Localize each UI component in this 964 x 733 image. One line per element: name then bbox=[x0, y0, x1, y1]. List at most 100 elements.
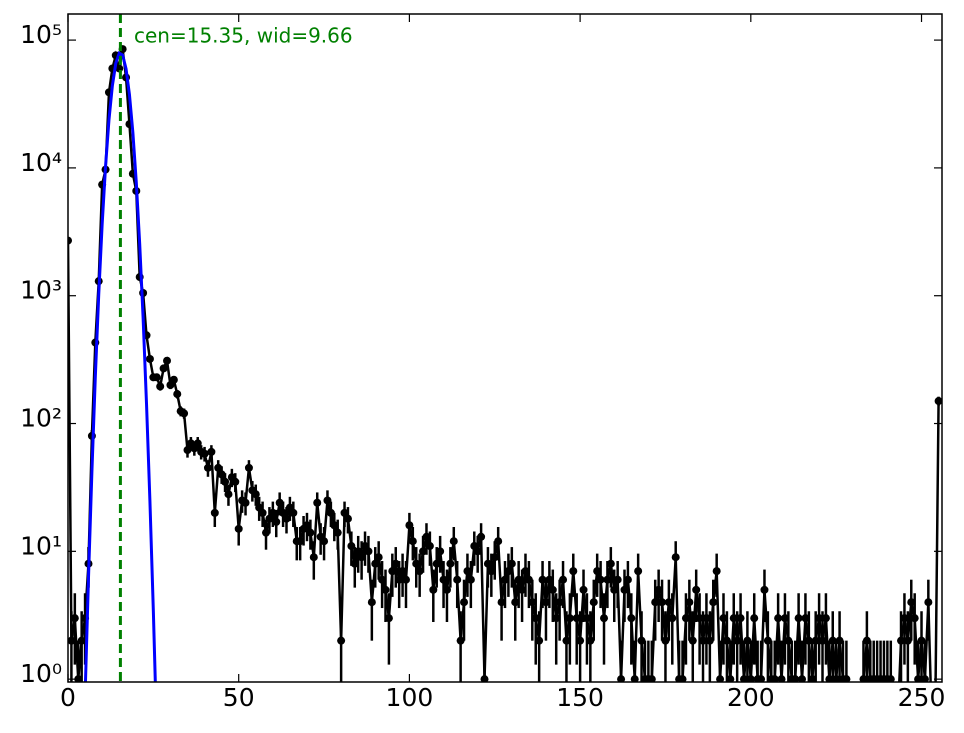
data-point bbox=[620, 585, 629, 594]
x-tick-label: 50 bbox=[223, 683, 255, 712]
data-point bbox=[821, 614, 830, 623]
data-point bbox=[507, 559, 516, 568]
data-point bbox=[350, 559, 359, 568]
data-point bbox=[862, 636, 871, 645]
data-point bbox=[664, 598, 673, 607]
data-point bbox=[183, 446, 192, 455]
data-point bbox=[504, 567, 513, 576]
data-point bbox=[436, 547, 445, 556]
data-point bbox=[388, 567, 397, 576]
data-point bbox=[794, 614, 803, 623]
data-point bbox=[68, 236, 72, 245]
data-point bbox=[702, 614, 711, 623]
data-point bbox=[422, 532, 431, 541]
data-point bbox=[661, 636, 670, 645]
data-point bbox=[750, 614, 759, 623]
data-point bbox=[446, 559, 455, 568]
data-point bbox=[374, 553, 383, 562]
plot-area bbox=[68, 14, 942, 682]
data-point bbox=[231, 477, 240, 486]
data-point bbox=[920, 675, 929, 682]
data-point bbox=[907, 598, 916, 607]
data-point bbox=[473, 547, 482, 556]
data-point bbox=[302, 521, 311, 530]
y-tick-label: 10² bbox=[20, 404, 62, 433]
y-tick-label: 10⁴ bbox=[20, 148, 62, 177]
data-point bbox=[760, 585, 769, 594]
data-point bbox=[900, 614, 909, 623]
data-point bbox=[531, 614, 540, 623]
data-point bbox=[541, 598, 550, 607]
data-point bbox=[354, 547, 363, 556]
data-point bbox=[722, 636, 731, 645]
data-point bbox=[832, 675, 841, 682]
data-point bbox=[306, 528, 315, 537]
data-point bbox=[572, 614, 581, 623]
data-point bbox=[272, 517, 281, 526]
data-point bbox=[613, 575, 622, 584]
data-point bbox=[282, 514, 291, 523]
data-point bbox=[217, 470, 226, 479]
data-point bbox=[265, 514, 274, 523]
x-tick-label: 100 bbox=[386, 683, 434, 712]
data-point bbox=[917, 636, 926, 645]
data-point bbox=[234, 524, 243, 533]
data-point bbox=[449, 537, 458, 546]
data-point bbox=[214, 463, 223, 472]
data-point bbox=[494, 537, 503, 546]
data-point bbox=[555, 598, 564, 607]
data-point bbox=[518, 585, 527, 594]
data-point bbox=[313, 498, 322, 507]
data-point bbox=[726, 675, 735, 682]
data-point bbox=[695, 614, 704, 623]
data-point bbox=[804, 636, 813, 645]
data-point bbox=[497, 598, 506, 607]
data-point bbox=[859, 675, 868, 682]
data-point bbox=[320, 537, 329, 546]
data-point bbox=[203, 463, 212, 472]
data-point bbox=[617, 675, 626, 682]
data-point bbox=[323, 496, 332, 505]
data-point bbox=[924, 598, 933, 607]
data-point bbox=[384, 614, 393, 623]
y-tick-label: 10⁰ bbox=[20, 659, 62, 688]
data-point bbox=[528, 598, 537, 607]
data-point bbox=[501, 575, 509, 584]
data-point bbox=[442, 585, 451, 594]
data-point bbox=[466, 575, 475, 584]
data-point bbox=[818, 636, 827, 645]
data-point bbox=[552, 614, 561, 623]
data-point bbox=[610, 585, 619, 594]
data-point bbox=[364, 547, 373, 556]
data-point bbox=[548, 585, 557, 594]
data-point bbox=[739, 675, 748, 682]
data-point bbox=[258, 508, 267, 517]
data-point bbox=[600, 614, 609, 623]
data-point bbox=[733, 636, 742, 645]
data-point bbox=[244, 463, 253, 472]
data-point bbox=[337, 636, 346, 645]
data-point bbox=[842, 675, 851, 682]
data-point bbox=[774, 614, 783, 623]
data-point bbox=[415, 567, 424, 576]
data-point bbox=[719, 614, 728, 623]
data-point bbox=[828, 636, 837, 645]
data-point bbox=[815, 614, 824, 623]
data-point bbox=[658, 598, 667, 607]
x-tick-label: 0 bbox=[60, 683, 76, 712]
x-tick-label: 150 bbox=[556, 683, 604, 712]
data-point bbox=[289, 508, 298, 517]
axes: 0 50 100 150 200 250 10⁰ 10¹ 10² 10³ 10⁴ 10⁵ bbox=[20, 14, 945, 712]
data-point bbox=[562, 636, 571, 645]
data-point bbox=[152, 373, 161, 382]
data-point bbox=[678, 675, 687, 682]
data-point bbox=[483, 559, 492, 568]
data-point bbox=[456, 636, 465, 645]
data-point bbox=[777, 675, 786, 682]
data-point bbox=[825, 675, 834, 682]
data-point bbox=[798, 675, 807, 682]
data-point bbox=[460, 598, 469, 607]
data-point bbox=[514, 575, 523, 584]
data-point bbox=[801, 614, 810, 623]
